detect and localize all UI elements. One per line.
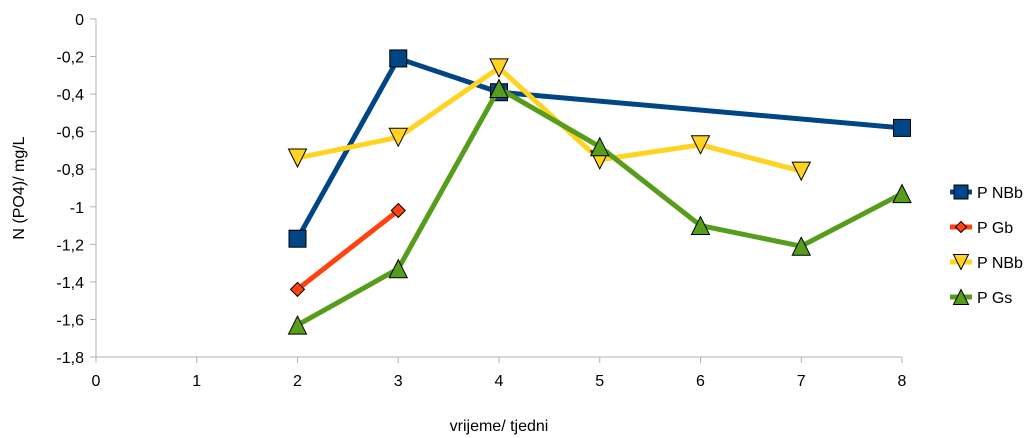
series-p-nbb-yellow-point (791, 161, 812, 182)
y-tick-label: -0,4 (56, 87, 84, 104)
y-tick-label: -1,8 (56, 350, 84, 367)
y-tick-label: -1,4 (56, 275, 84, 292)
series-p-gb-point (289, 281, 306, 298)
y-tick-label: 0 (75, 12, 84, 29)
series-p-nbb-yellow (287, 58, 812, 182)
y-tick-label: -0,6 (56, 125, 84, 142)
series-p-gs-point (388, 258, 409, 279)
series-p-gs-point (791, 236, 812, 256)
series-p-gb-point (390, 202, 406, 219)
legend: P NBb P Gb P NBb P Gs (950, 184, 1023, 307)
y-tick-label: -1,2 (56, 237, 84, 254)
series-p-nbb-yellow-point (489, 58, 509, 78)
axes: 0 -0,2 -0,4 -0,6 -0,8 -1 -1,2 -1,4 -1,6 -1,8 0 1 2 3 4… (56, 12, 906, 390)
x-tick-label: 7 (797, 373, 806, 390)
legend-swatch-marker (952, 288, 970, 305)
series-p-gs (287, 78, 912, 335)
x-tick-label: 1 (192, 373, 201, 390)
legend-item: P NBb (950, 254, 1023, 272)
series-p-nbb-blue-point (893, 118, 911, 137)
series-p-nbb-yellow-point (388, 127, 409, 148)
series-p-nbb-yellow-point (287, 148, 308, 169)
y-tick-label: -0,8 (56, 162, 84, 179)
x-tick-label: 4 (495, 373, 504, 390)
legend-swatch-marker (953, 184, 969, 200)
legend-swatch-marker (954, 220, 968, 234)
legend-item: P NBb (950, 184, 1023, 202)
x-axis-title: vrijeme/ tjedni (450, 418, 549, 435)
series-p-gs-point (892, 183, 912, 204)
series-p-gs-point (489, 78, 509, 98)
x-tick-label: 5 (595, 373, 604, 390)
legend-label: P Gs (977, 290, 1012, 307)
series-p-gb-line (295, 208, 400, 292)
legend-item: P Gb (950, 220, 1013, 237)
legend-label: P NBb (977, 185, 1023, 202)
x-tick-label: 6 (696, 373, 705, 390)
legend-swatch-marker (952, 254, 970, 271)
x-tick-label: 8 (898, 373, 907, 390)
legend-label: P Gb (977, 220, 1013, 237)
series-p-gs-point (589, 136, 610, 157)
x-tick-label: 0 (92, 373, 101, 390)
x-tick-label: 2 (293, 373, 302, 390)
legend-item: P Gs (950, 288, 1012, 307)
series-p-nbb-blue-point (389, 49, 408, 68)
series-p-nbb-blue-point (288, 229, 307, 248)
y-axis-title: N (PO4)/ mg/L (11, 136, 28, 239)
x-tick-label: 3 (394, 373, 403, 390)
y-tick-label: -0,2 (56, 50, 84, 67)
legend-label: P NBb (977, 255, 1023, 272)
series-p-gs-point (287, 314, 308, 335)
series-p-nbb-yellow-point (690, 135, 711, 155)
y-tick-label: -1,6 (56, 312, 84, 329)
series-p-nbb-yellow-line (296, 65, 802, 174)
series-p-gs-line (296, 85, 904, 328)
series-p-gb (289, 202, 406, 298)
series-p-gs-point (690, 215, 711, 236)
y-tick-label: -1 (70, 200, 84, 217)
series-layer (287, 49, 912, 335)
